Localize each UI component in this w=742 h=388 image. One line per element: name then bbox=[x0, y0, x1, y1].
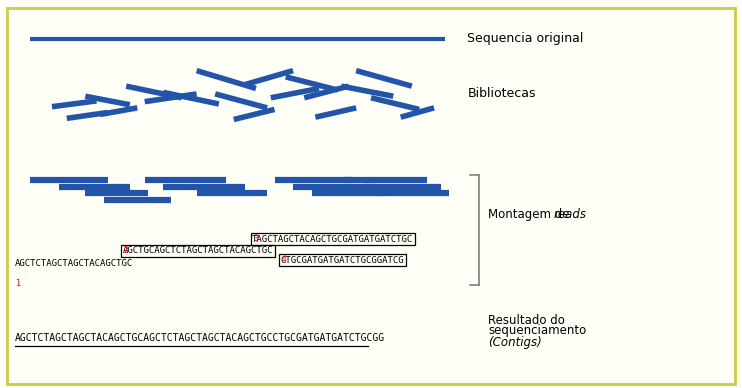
Text: Montagem de: Montagem de bbox=[488, 208, 574, 221]
Text: Resultado do: Resultado do bbox=[488, 314, 565, 327]
Text: AGCTCTAGCTAGCTACAGCTGCAGCTCTAGCTAGCTACAGCTGCCTGCGATGATGATCTGCGG: AGCTCTAGCTAGCTACAGCTGCAGCTCTAGCTAGCTACAG… bbox=[15, 333, 385, 343]
Text: Sequencia original: Sequencia original bbox=[467, 32, 584, 45]
Text: 2: 2 bbox=[123, 246, 128, 255]
Text: Bibliotecas: Bibliotecas bbox=[467, 87, 536, 100]
Text: CTGCGATGATGATCTGCGGATCG: CTGCGATGATGATCTGCGGATCG bbox=[280, 256, 404, 265]
Text: (Contigs): (Contigs) bbox=[488, 336, 542, 349]
Text: 3: 3 bbox=[253, 234, 258, 243]
Text: sequenciamento: sequenciamento bbox=[488, 324, 586, 337]
Text: 4: 4 bbox=[281, 255, 286, 264]
Text: reads: reads bbox=[554, 208, 586, 221]
Text: TAGCTAGCTACAGCTGCGATGATGATCTGC: TAGCTAGCTACAGCTGCGATGATGATCTGC bbox=[252, 235, 413, 244]
Text: AGCTGCAGCTCTAGCTAGCTACAGCTGC: AGCTGCAGCTCTAGCTAGCTACAGCTGC bbox=[122, 246, 273, 255]
Text: AGCTCTAGCTAGCTACAGCTGC: AGCTCTAGCTAGCTACAGCTGC bbox=[15, 259, 133, 268]
Text: 1: 1 bbox=[15, 279, 20, 288]
